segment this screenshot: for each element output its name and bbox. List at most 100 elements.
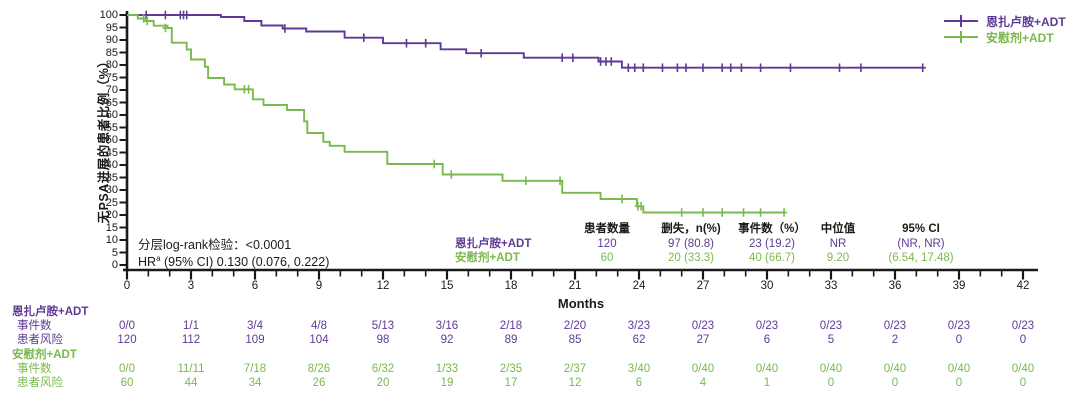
risk-table-cell: 2/20: [563, 320, 587, 332]
risk-table-cell: 12: [568, 377, 582, 389]
km-curve: [127, 14, 785, 214]
summary-value: 40 (66.7): [748, 252, 796, 264]
risk-table-cell: 0/40: [755, 363, 779, 375]
risk-table-cell: 0/23: [755, 320, 779, 332]
y-tick-label: 100: [99, 9, 118, 21]
y-tick-label: 35: [105, 171, 118, 184]
risk-table-cell: 89: [504, 334, 518, 346]
y-tick-label: 45: [105, 146, 118, 159]
summary-header: 事件数（%）: [738, 223, 806, 235]
summary-row-label: 安慰剂+ADT: [455, 252, 520, 264]
risk-table-cell: 0/40: [819, 363, 843, 375]
km-curve: [127, 14, 923, 69]
summary-value: 60: [600, 252, 614, 264]
logrank-text: 分层log-rank检验：<0.0001: [138, 238, 292, 252]
x-tick-label: 15: [440, 280, 454, 292]
risk-table-cell: 20: [376, 377, 390, 389]
risk-table-cell: 85: [568, 334, 582, 346]
y-tick-label: 40: [105, 159, 118, 171]
risk-table-cell: 6/32: [371, 363, 395, 375]
risk-table-cell: 0/23: [883, 320, 907, 332]
x-tick-label: 39: [952, 280, 966, 292]
risk-table-cell: 62: [632, 334, 646, 346]
x-tick-label: 6: [251, 280, 259, 292]
risk-table-cell: 2: [891, 334, 899, 346]
risk-table-cell: 7/18: [243, 363, 267, 375]
risk-table-cell: 92: [440, 334, 454, 346]
summary-value: NR: [829, 238, 847, 250]
risk-table-cell: 0/0: [119, 320, 135, 332]
risk-table-cell: 44: [184, 377, 198, 389]
risk-table-cell: 0/23: [1011, 320, 1035, 332]
y-tick-label: 90: [105, 34, 118, 46]
risk-table-cell: 0/40: [1011, 363, 1035, 375]
x-tick-label: 18: [504, 280, 518, 292]
y-tick-label: 25: [105, 196, 118, 209]
y-tick-label: 70: [105, 84, 118, 96]
legend-item-enzalutamide: 恩扎卢胺+ADT: [944, 13, 1066, 29]
x-tick-label: 12: [376, 280, 390, 292]
risk-table-cell: 2/37: [563, 363, 587, 375]
risk-events-label: 事件数: [17, 363, 52, 375]
risk-table-cell: 0/23: [947, 320, 971, 332]
risk-table-cell: 8/26: [307, 363, 331, 375]
risk-table-cell: 0/40: [947, 363, 971, 375]
x-tick-label: 33: [824, 280, 838, 292]
risk-table-cell: 0/23: [691, 320, 715, 332]
hr-footnote-marker: a: [156, 254, 161, 263]
risk-table-cell: 5: [827, 334, 835, 346]
x-tick-label: 3: [187, 280, 195, 292]
risk-table-cell: 4/8: [311, 320, 327, 332]
risk-table-cell: 0: [955, 334, 963, 346]
summary-header: 患者数量: [584, 223, 630, 235]
risk-table-cell: 27: [696, 334, 710, 346]
risk-atrisk-label: 患者风险: [17, 377, 63, 389]
x-tick-label: 0: [123, 280, 131, 292]
hr-prefix: HR: [138, 255, 157, 270]
risk-table-cell: 3/4: [247, 320, 263, 332]
summary-value: 9.20: [826, 252, 850, 264]
risk-table-cell: 6: [635, 377, 643, 389]
x-axis-title: Months: [557, 296, 605, 311]
risk-atrisk-label: 患者风险: [17, 334, 63, 346]
x-tick-label: 21: [568, 280, 582, 292]
summary-value: 120: [597, 238, 617, 250]
risk-events-label: 事件数: [17, 320, 52, 332]
risk-table-cell: 2/18: [499, 320, 523, 332]
summary-row-label: 恩扎卢胺+ADT: [455, 238, 532, 250]
risk-table-cell: 1: [763, 377, 771, 389]
risk-table-cell: 0: [827, 377, 835, 389]
risk-table-cell: 11/11: [177, 363, 205, 375]
risk-table-cell: 0/40: [691, 363, 715, 375]
risk-table-cell: 120: [117, 334, 137, 346]
risk-table-cell: 3/23: [627, 320, 651, 332]
summary-value: 97 (80.8): [667, 238, 715, 250]
risk-table-cell: 5/13: [371, 320, 395, 332]
summary-value: 20 (33.3): [667, 252, 715, 264]
risk-table-cell: 34: [248, 377, 262, 389]
risk-table-cell: 0: [891, 377, 899, 389]
legend-label: 安慰剂+ADT: [986, 30, 1054, 45]
y-tick-label: 20: [105, 209, 118, 221]
y-tick-label: 65: [105, 96, 118, 109]
legend-swatch-line-plus-icon: [944, 31, 978, 43]
risk-table-cell: 26: [312, 377, 326, 389]
risk-table-cell: 4: [699, 377, 707, 389]
risk-table-cell: 0: [1019, 334, 1027, 346]
risk-table-cell: 3/40: [627, 363, 651, 375]
risk-table-cell: 0: [1019, 377, 1027, 389]
risk-group-label: 恩扎卢胺+ADT: [12, 306, 89, 318]
x-tick-label: 24: [632, 280, 646, 292]
y-tick-label: 5: [111, 246, 118, 259]
risk-table-cell: 1/33: [435, 363, 459, 375]
y-tick-label: 75: [105, 71, 118, 84]
y-tick-label: 80: [105, 59, 118, 71]
risk-table-cell: 104: [309, 334, 329, 346]
y-tick-label: 50: [105, 134, 118, 146]
y-tick-label: 85: [105, 46, 118, 59]
x-tick-label: 42: [1016, 280, 1030, 292]
legend-item-placebo: 安慰剂+ADT: [944, 29, 1066, 45]
risk-table-cell: 98: [376, 334, 390, 346]
risk-group-label: 安慰剂+ADT: [12, 349, 77, 361]
